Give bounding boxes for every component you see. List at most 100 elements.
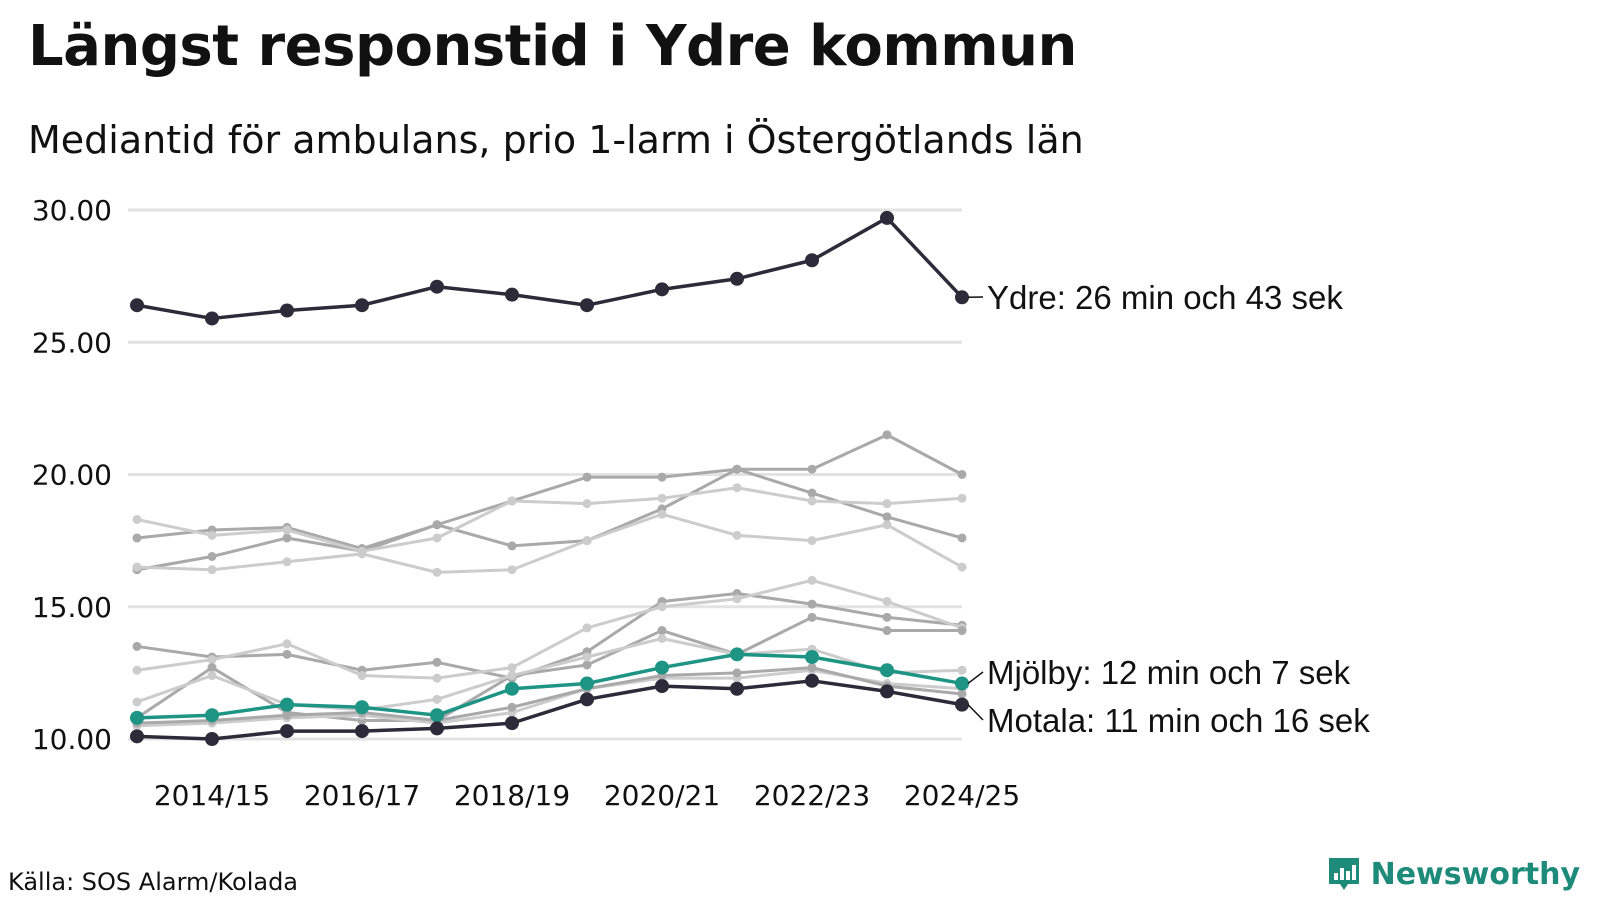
series-other-6	[132, 575, 967, 683]
data-point	[655, 660, 669, 675]
data-point	[880, 663, 894, 678]
data-point	[505, 716, 519, 731]
data-point	[282, 649, 292, 659]
data-point	[957, 562, 967, 572]
data-point	[957, 665, 967, 675]
y-tick-label: 15.00	[32, 591, 112, 624]
data-point	[432, 533, 442, 543]
data-point	[205, 311, 219, 326]
data-point	[882, 626, 892, 636]
data-point	[132, 641, 142, 651]
label-leader-line	[967, 704, 984, 721]
data-point	[880, 210, 894, 225]
data-point	[730, 681, 744, 696]
highlight-series	[130, 210, 969, 746]
chart-title: Längst responstid i Ydre kommun	[28, 14, 1077, 79]
data-point	[132, 514, 142, 524]
data-point	[430, 279, 444, 294]
data-point	[882, 612, 892, 622]
data-point	[582, 652, 592, 662]
data-point	[657, 493, 667, 503]
data-point	[732, 594, 742, 604]
end-labels: Ydre: 26 min och 43 sek Mjölby: 12 min oc…	[967, 279, 1370, 739]
data-point	[657, 509, 667, 519]
data-point	[882, 430, 892, 440]
data-point	[205, 732, 219, 746]
data-point	[807, 612, 817, 622]
series-line	[135, 467, 964, 551]
series-end-label: Motala: 11 min och 16 sek	[987, 702, 1370, 739]
data-point	[732, 668, 742, 678]
data-point	[130, 729, 144, 744]
series-motala	[130, 673, 969, 746]
brand-name: Newsworthy	[1370, 856, 1580, 892]
data-point	[805, 673, 819, 688]
series-line	[135, 216, 964, 321]
series-line	[135, 652, 964, 720]
data-point	[807, 599, 817, 609]
data-point	[655, 282, 669, 297]
data-point	[507, 671, 517, 681]
data-point	[955, 697, 969, 712]
series-line	[135, 433, 964, 572]
y-tick-label: 25.00	[32, 326, 112, 359]
data-point	[582, 472, 592, 482]
x-axis-ticks: 2014/15 2016/17 2018/19 2020/21 2022/23 2024/…	[154, 779, 1020, 812]
data-point	[132, 533, 142, 543]
series-line	[135, 679, 964, 741]
data-point	[430, 721, 444, 736]
x-tick-label: 2014/15	[154, 779, 270, 812]
data-point	[580, 676, 594, 691]
y-tick-label: 20.00	[32, 459, 112, 492]
data-point	[280, 724, 294, 739]
data-point	[955, 290, 969, 305]
data-point	[207, 551, 217, 561]
data-point	[807, 496, 817, 506]
data-point	[282, 557, 292, 567]
data-point	[732, 530, 742, 540]
series-other-1	[132, 464, 967, 554]
data-point	[207, 530, 217, 540]
data-point	[957, 689, 967, 699]
data-point	[805, 650, 819, 665]
data-point	[207, 663, 217, 673]
series-other-4	[132, 509, 967, 577]
data-point	[507, 565, 517, 575]
data-point	[807, 536, 817, 546]
x-tick-label: 2024/25	[904, 779, 1020, 812]
y-tick-label: 10.00	[32, 723, 112, 756]
series-line	[135, 668, 964, 728]
data-point	[880, 684, 894, 699]
data-point	[507, 702, 517, 712]
data-point	[132, 697, 142, 707]
data-point	[582, 660, 592, 670]
data-point	[882, 499, 892, 509]
y-axis-ticks: 10.00 15.00 20.00 25.00 30.00	[32, 194, 112, 756]
data-point	[957, 493, 967, 503]
x-tick-label: 2020/21	[604, 779, 720, 812]
data-point	[655, 679, 669, 694]
data-point	[957, 470, 967, 479]
data-point	[357, 549, 367, 559]
data-point	[207, 565, 217, 575]
data-point	[280, 697, 294, 712]
data-point	[657, 633, 667, 643]
data-point	[432, 520, 442, 530]
data-point	[805, 253, 819, 268]
series-other-5	[132, 589, 967, 683]
data-point	[282, 639, 292, 649]
data-point	[432, 567, 442, 577]
series-line	[135, 615, 964, 722]
data-point	[432, 657, 442, 667]
series-line	[135, 512, 964, 574]
data-point	[505, 287, 519, 302]
bar-chart-logo-icon	[1328, 858, 1359, 890]
data-point	[132, 665, 142, 675]
label-leader-line	[967, 671, 984, 685]
data-point	[282, 525, 292, 535]
data-point	[657, 626, 667, 636]
source-note: Källa: SOS Alarm/Kolada	[8, 868, 299, 896]
data-point	[130, 298, 144, 313]
data-point	[657, 602, 667, 612]
data-point	[505, 681, 519, 696]
